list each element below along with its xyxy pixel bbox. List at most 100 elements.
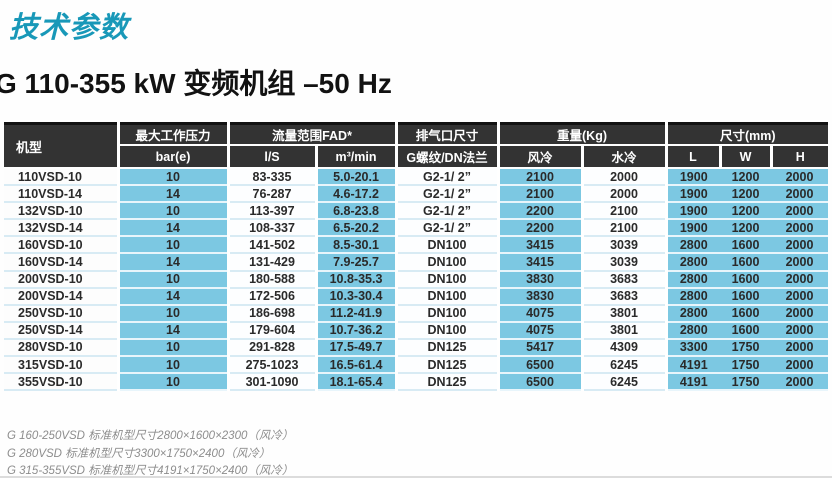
value-cell: G2-1/ 2” (394, 168, 498, 187)
value-cell: 2100 (580, 202, 666, 221)
value-cell: 14 (116, 219, 228, 238)
table-row: 160VSD-10 10 141-502 8.5-30.1 DN100 3415 3039 2… (4, 236, 829, 255)
value-cell: 1600 (720, 253, 771, 272)
value-cell: 3039 (580, 253, 666, 272)
value-cell: 2000 (771, 270, 829, 289)
value-cell: 17.5-49.7 (314, 338, 396, 358)
header-water-cooled: 水冷 (580, 145, 666, 169)
value-cell: 1600 (720, 236, 771, 255)
value-cell: 5.0-20.1 (314, 168, 396, 187)
value-cell: 301-1090 (226, 373, 316, 392)
value-cell: 1600 (720, 304, 771, 323)
table-row: 160VSD-14 14 131-429 7.9-25.7 DN100 3415 3039 2… (4, 253, 829, 272)
value-cell: 10 (116, 356, 228, 375)
value-cell: 10 (116, 373, 228, 392)
value-cell: 113-397 (226, 202, 316, 221)
header-bar-e: bar(e) (116, 145, 228, 169)
header-height: H (769, 145, 829, 169)
value-cell: 10 (116, 236, 228, 255)
value-cell: 4309 (580, 338, 666, 358)
spec-table: 机型 最大工作压力 流量范围FAD* 排气口尺寸 重量(Kg) 尺寸(mm) b… (4, 122, 829, 392)
value-cell: 6245 (580, 373, 666, 392)
value-cell: DN100 (394, 236, 498, 255)
value-cell: 4191 (664, 356, 720, 375)
value-cell: 1200 (720, 168, 771, 187)
value-cell: 2000 (580, 168, 666, 187)
model-cell: 160VSD-10 (4, 236, 118, 255)
value-cell: 6245 (580, 356, 666, 375)
model-cell: 200VSD-14 (4, 287, 118, 306)
value-cell: 275-1023 (226, 356, 316, 375)
value-cell: G2-1/ 2” (394, 185, 498, 204)
value-cell: 172-506 (226, 287, 316, 306)
value-cell: 3830 (496, 287, 582, 306)
table-body: 110VSD-10 10 83-335 5.0-20.1 G2-1/ 2” 2100 200… (4, 168, 829, 392)
value-cell: 1900 (664, 202, 720, 221)
value-cell: 6500 (496, 356, 582, 375)
value-cell: 6.8-23.8 (314, 202, 396, 221)
value-cell: 2000 (580, 185, 666, 204)
value-cell: 4.6-17.2 (314, 185, 396, 204)
value-cell: 179-604 (226, 321, 316, 340)
value-cell: 2200 (496, 202, 582, 221)
value-cell: 2800 (664, 287, 720, 306)
table-row: 355VSD-10 10 301-1090 18.1-65.4 DN125 6500 624… (4, 373, 829, 392)
value-cell: 10 (116, 202, 228, 221)
value-cell: 141-502 (226, 236, 316, 255)
value-cell: DN100 (394, 270, 498, 289)
value-cell: 2000 (771, 356, 829, 375)
header-max-pressure: 最大工作压力 (116, 123, 228, 146)
value-cell: 180-588 (226, 270, 316, 289)
value-cell: 10.8-35.3 (314, 270, 396, 289)
table-row: 110VSD-10 10 83-335 5.0-20.1 G2-1/ 2” 2100 200… (4, 168, 829, 187)
value-cell: 3801 (580, 321, 666, 340)
model-cell: 250VSD-14 (4, 321, 118, 340)
value-cell: 4191 (664, 373, 720, 392)
value-cell: 5417 (496, 338, 582, 358)
header-outlet-size: 排气口尺寸 (394, 123, 498, 146)
value-cell: 2000 (771, 304, 829, 323)
value-cell: 14 (116, 253, 228, 272)
value-cell: 2800 (664, 270, 720, 289)
value-cell: 2800 (664, 304, 720, 323)
page-title: 技术参数 (9, 12, 130, 44)
model-cell: 110VSD-14 (4, 185, 118, 204)
value-cell: 3683 (580, 270, 666, 289)
table-row: 132VSD-10 10 113-397 6.8-23.8 G2-1/ 2” 2200 21… (4, 202, 829, 221)
footnote: G 160-250VSD 标准机型尺寸2800×1600×2300（风冷） (7, 430, 294, 442)
value-cell: 4075 (496, 321, 582, 340)
value-cell: 2000 (771, 168, 829, 187)
value-cell: 3830 (496, 270, 582, 289)
value-cell: DN125 (394, 373, 498, 392)
value-cell: 76-287 (226, 185, 316, 204)
value-cell: 2100 (496, 185, 582, 204)
model-cell: 250VSD-10 (4, 304, 118, 323)
value-cell: 2100 (580, 219, 666, 238)
model-cell: 160VSD-14 (4, 253, 118, 272)
value-cell: 131-429 (226, 253, 316, 272)
value-cell: 2000 (771, 253, 829, 272)
value-cell: 1900 (664, 185, 720, 204)
value-cell: 2000 (771, 338, 829, 358)
table-row: 200VSD-10 10 180-588 10.8-35.3 DN100 3830 3683… (4, 270, 829, 289)
value-cell: 2000 (771, 219, 829, 238)
value-cell: 10 (116, 338, 228, 358)
value-cell: 2000 (771, 202, 829, 221)
header-model: 机型 (4, 123, 118, 169)
value-cell: 2000 (771, 373, 829, 392)
page-subtitle: G 110-355 kW 变频机组 –50 Hz (0, 68, 392, 99)
value-cell: 1750 (720, 356, 771, 375)
value-cell: 1900 (664, 219, 720, 238)
value-cell: 1200 (720, 185, 771, 204)
footnote: G 315-355VSD 标准机型尺寸4191×1750×2400（风冷） (7, 465, 294, 477)
value-cell: DN100 (394, 253, 498, 272)
value-cell: 1200 (720, 219, 771, 238)
header-length: L (664, 145, 720, 169)
table-row: 250VSD-10 10 186-698 11.2-41.9 DN100 4075 3801… (4, 304, 829, 323)
table-row: 200VSD-14 14 172-506 10.3-30.4 DN100 3830 3683… (4, 287, 829, 306)
value-cell: DN100 (394, 304, 498, 323)
table-row: 315VSD-10 10 275-1023 16.5-61.4 DN125 6500 624… (4, 356, 829, 375)
value-cell: 10 (116, 168, 228, 187)
value-cell: 6.5-20.2 (314, 219, 396, 238)
